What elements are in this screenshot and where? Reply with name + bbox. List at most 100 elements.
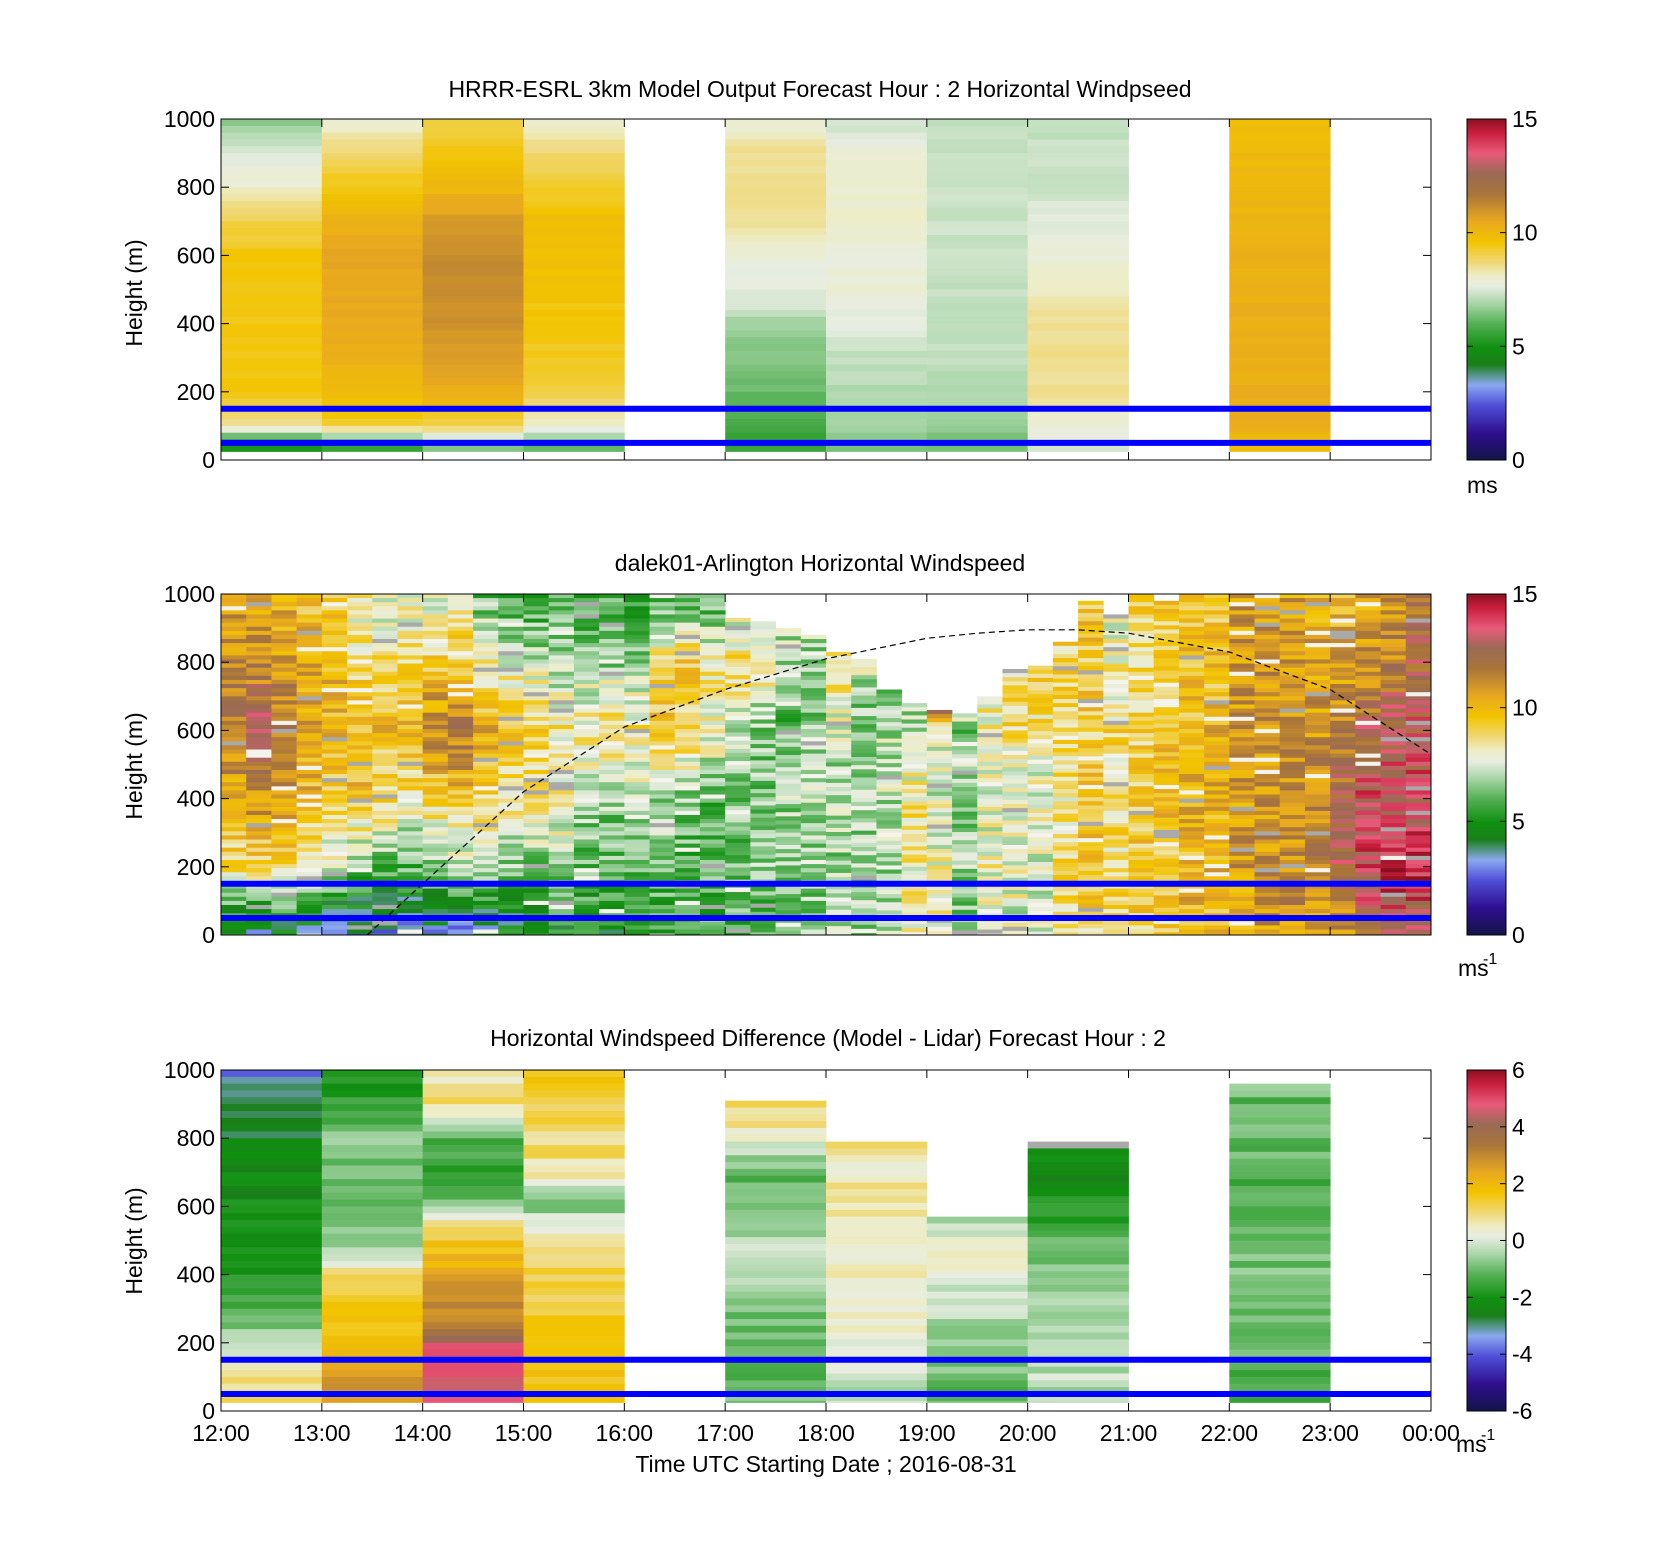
heatmap-cell: [1103, 618, 1129, 624]
heatmap-cell: [246, 802, 272, 808]
heatmap-cell: [1405, 684, 1432, 689]
heatmap-cell: [1178, 667, 1205, 673]
heatmap-cell: [271, 778, 298, 783]
heatmap-cell: [1229, 282, 1331, 290]
heatmap-cell: [221, 303, 323, 311]
heatmap-cell: [321, 806, 348, 812]
heatmap-cell: [321, 847, 348, 853]
heatmap-cell: [221, 749, 247, 754]
heatmap-cell: [649, 929, 676, 935]
heatmap-cell: [422, 622, 449, 628]
x-tick-label: 14:00: [394, 1420, 452, 1446]
heatmap-cell: [725, 1107, 827, 1115]
heatmap-cell: [573, 708, 600, 714]
heatmap-cell: [246, 614, 272, 619]
heatmap-cell: [699, 708, 726, 714]
heatmap-cell: [296, 720, 323, 726]
heatmap-cell: [1204, 692, 1230, 697]
heatmap-cell: [1254, 900, 1281, 906]
heatmap-cell: [1330, 769, 1356, 775]
heatmap-cell: [699, 679, 726, 685]
heatmap-cell: [1330, 647, 1356, 652]
heatmap-cell: [826, 303, 928, 311]
heatmap-cell: [447, 810, 474, 816]
heatmap-cell: [674, 921, 701, 926]
heatmap-cell: [725, 654, 751, 660]
heatmap-cell: [1027, 829, 1054, 834]
heatmap-cell: [397, 798, 424, 804]
heatmap-cell: [1178, 819, 1205, 824]
heatmap-cell: [523, 729, 550, 734]
heatmap-cell: [397, 618, 424, 624]
heatmap-cell: [876, 771, 903, 776]
heatmap-cell: [952, 729, 978, 735]
heatmap-cell: [1330, 659, 1356, 664]
heatmap-cell: [649, 634, 676, 640]
heatmap-cell: [1178, 900, 1205, 906]
heatmap-cell: [901, 780, 928, 786]
heatmap-cell: [750, 805, 776, 810]
heatmap-cell: [775, 853, 802, 858]
heatmap-cell: [1229, 1090, 1331, 1098]
heatmap-cell: [221, 1117, 323, 1125]
heatmap-cell: [1052, 858, 1079, 864]
heatmap-cell: [1128, 594, 1155, 599]
heatmap-cell: [1027, 698, 1054, 703]
heatmap-cell: [599, 729, 625, 734]
heatmap-cell: [1405, 622, 1432, 628]
heatmap-cell: [523, 1083, 625, 1091]
heatmap-cell: [1153, 846, 1180, 851]
heatmap-cell: [1304, 819, 1331, 824]
heatmap-cell: [624, 909, 650, 914]
heatmap-cell: [876, 763, 903, 768]
heatmap-cell: [750, 793, 776, 798]
heatmap-cell: [246, 679, 272, 685]
heatmap-cell: [221, 180, 323, 188]
heatmap-cell: [1229, 1342, 1331, 1351]
heatmap-cell: [750, 903, 776, 909]
heatmap-cell: [699, 851, 726, 857]
heatmap-cell: [548, 614, 575, 619]
heatmap-cell: [1254, 716, 1281, 722]
colorbar-tick-label: -2: [1512, 1284, 1532, 1310]
heatmap-cell: [447, 839, 474, 845]
heatmap-cell: [624, 639, 650, 644]
heatmap-cell: [422, 159, 524, 168]
heatmap-cell: [851, 904, 877, 909]
heatmap-cell: [1304, 594, 1331, 599]
heatmap-cell: [221, 214, 323, 222]
heatmap-cell: [1229, 1288, 1331, 1296]
heatmap-cell: [1355, 900, 1381, 906]
heatmap-cell: [498, 761, 524, 767]
heatmap-cell: [750, 723, 776, 729]
heatmap-cell: [674, 663, 701, 669]
heatmap-cell: [473, 671, 499, 677]
colorbar-tick-label: 15: [1512, 106, 1538, 132]
heatmap-cell: [1052, 866, 1079, 872]
heatmap-cell: [674, 769, 701, 775]
heatmap-cell: [1304, 745, 1331, 750]
heatmap-cell: [523, 303, 625, 311]
heatmap-cell: [876, 894, 903, 899]
heatmap-cell: [1178, 851, 1205, 857]
heatmap-cell: [926, 767, 953, 772]
heatmap-cell: [599, 843, 625, 849]
heatmap-cell: [725, 1223, 827, 1231]
heatmap-cell: [246, 626, 272, 632]
heatmap-cell: [1103, 626, 1129, 632]
heatmap-cell: [901, 784, 928, 790]
heatmap-cell: [447, 843, 474, 849]
heatmap-cell: [573, 724, 600, 730]
heatmap-cell: [347, 712, 373, 718]
heatmap-cell: [800, 864, 827, 869]
heatmap-cell: [221, 888, 247, 894]
heatmap-cell: [397, 675, 424, 681]
x-axis-label: Time UTC Starting Date ; 2016-08-31: [635, 1451, 1016, 1477]
heatmap-cell: [1330, 626, 1356, 632]
heatmap-cell: [1279, 814, 1306, 820]
heatmap-cell: [422, 1335, 524, 1344]
heatmap-cell: [422, 234, 524, 243]
heatmap-cell: [573, 667, 600, 673]
heatmap-cell: [523, 391, 625, 400]
heatmap-cell: [221, 187, 323, 195]
